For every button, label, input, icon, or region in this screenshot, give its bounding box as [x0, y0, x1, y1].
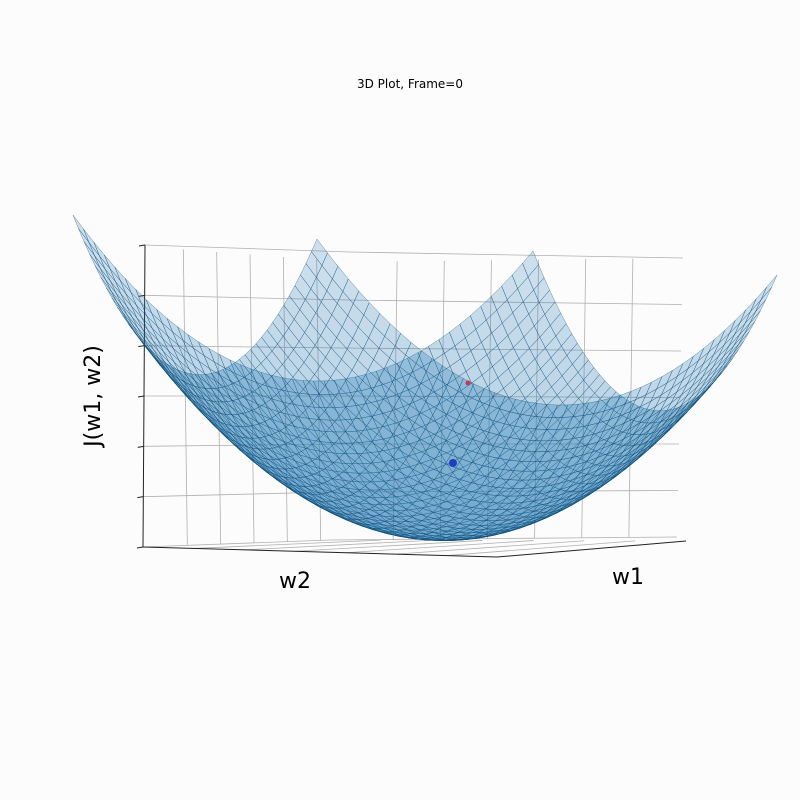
- z-tick: [137, 496, 144, 499]
- floor-gridline: [244, 539, 432, 551]
- gridline-z: [144, 395, 681, 398]
- surface-face: [311, 238, 328, 266]
- floor-gridline: [395, 540, 585, 555]
- z-tick: [136, 546, 144, 549]
- z-tick: [137, 445, 144, 448]
- gridline-w1: [628, 258, 634, 538]
- x-axis-line: [496, 540, 687, 558]
- gridline-w1: [581, 259, 587, 538]
- floor-gridline: [446, 540, 636, 556]
- x-axis-label: w1: [612, 565, 644, 590]
- gridline-z: [143, 443, 679, 447]
- z-tick: [138, 294, 145, 297]
- surface-face: [760, 274, 778, 300]
- chart-title: 3D Plot, Frame=0: [357, 77, 463, 91]
- z-tick: [137, 395, 145, 398]
- gridline-z: [144, 244, 684, 259]
- gridline-z: [144, 294, 683, 305]
- floor-gridline: [193, 539, 381, 549]
- surface-faces: [72, 214, 778, 541]
- floor-gridline: [345, 540, 534, 554]
- gridline-z: [144, 345, 682, 352]
- surface-mesh: [72, 214, 778, 541]
- data-points: [449, 380, 471, 467]
- floor-gridline: [294, 540, 483, 552]
- gridline-w2: [216, 251, 222, 545]
- y-axis-line: [142, 546, 498, 558]
- gridline-w2: [249, 254, 255, 544]
- z-tick: [138, 345, 145, 348]
- start-point: [465, 380, 471, 386]
- surface-face: [72, 214, 90, 243]
- z-tick: [138, 244, 146, 247]
- gridline-w1: [392, 261, 398, 540]
- gridline-z: [142, 536, 678, 548]
- current-point: [449, 459, 457, 467]
- z-axis-label: J(w1, w2): [81, 345, 106, 449]
- gridline-w1: [534, 259, 539, 539]
- gridline-w2: [182, 249, 188, 546]
- y-axis-label: w2: [279, 569, 311, 594]
